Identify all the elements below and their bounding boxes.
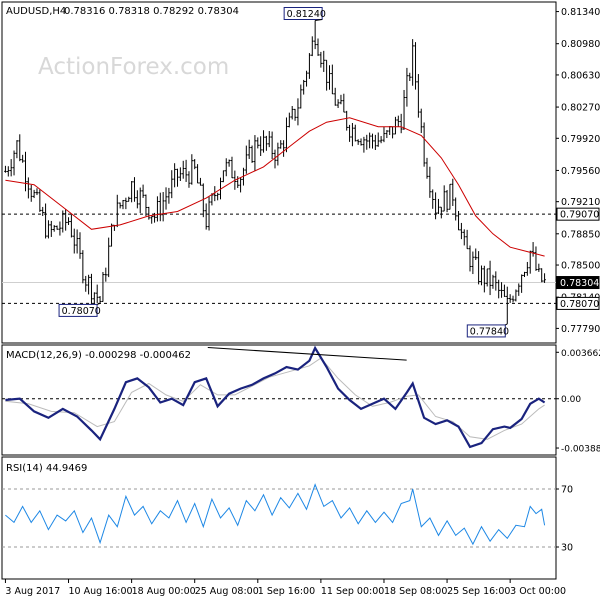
macd-axis-label: 0.00	[561, 395, 581, 405]
price-axis-label: 0.81340	[561, 7, 600, 18]
price-annotation-box	[466, 324, 506, 338]
time-axis-label: 18 Aug 00:00	[132, 586, 196, 597]
price-axis-label: 0.79920	[561, 134, 600, 145]
macd-divergence-line	[207, 347, 407, 361]
price-pane: ActionForex.com AUDUSD,H4 0.78316 0.7831…	[1, 1, 600, 344]
macd-label: MACD(12,26,9) -0.000298 -0.000462	[6, 350, 191, 361]
macd-axis-label: -0.003887	[561, 445, 600, 455]
price-header-ohlc: 0.78316 0.78318 0.78292 0.78304	[64, 6, 239, 17]
macd-pane: MACD(12,26,9) -0.000298 -0.000462 0.0036…	[1, 344, 600, 456]
price-annotation-pointer	[315, 18, 323, 21]
rsi-label: RSI(14) 44.9469	[6, 463, 87, 474]
price-annotation-label: 0.78070	[62, 306, 101, 317]
price-tag	[556, 276, 600, 290]
price-tag-label: 0.78304	[560, 278, 599, 289]
macd-pane-frame	[1, 344, 557, 456]
price-annotations: 0.81240 0.78070 0.77840	[58, 6, 509, 338]
price-annotation-box	[283, 6, 323, 20]
price-axis-label: 0.80270	[561, 103, 600, 114]
rsi-axis-label: 30	[561, 543, 573, 554]
price-annotation-pointer	[96, 302, 101, 305]
price-axis-label: 0.79210	[561, 197, 600, 208]
price-axis-label: 0.80980	[561, 39, 600, 50]
price-tag-label: 0.78070	[560, 299, 599, 310]
macd-axis-label: 0.003662	[561, 349, 600, 359]
price-axis: 0.81340 0.80980 0.80630 0.80270 0.79920 0.795…	[556, 7, 600, 335]
price-bars	[4, 20, 546, 324]
price-annotation-label: 0.81240	[287, 9, 326, 20]
moving-average-line	[5, 117, 545, 257]
price-header-symbol: AUDUSD,H4	[6, 6, 66, 17]
rsi-axis: 70 30	[556, 485, 573, 554]
price-annotation: 0.81240	[283, 6, 326, 21]
price-annotation: 0.78070	[58, 302, 101, 317]
time-axis: 3 Aug 2017 10 Aug 16:00 18 Aug 00:00 25 Aug…	[4, 579, 566, 597]
price-annotation-pointer	[505, 323, 508, 326]
time-axis-label: 11 Sep 00:00	[321, 586, 384, 597]
rsi-line	[5, 483, 546, 546]
time-axis-label: 10 Aug 16:00	[69, 586, 133, 597]
price-axis-label: 0.80630	[561, 70, 600, 81]
price-annotation-label: 0.77840	[470, 326, 509, 337]
price-axis-label: 0.77790	[561, 324, 600, 335]
price-tag	[556, 296, 600, 310]
time-axis-label: 3 Aug 2017	[5, 586, 60, 597]
time-axis-label: 18 Sep 08:00	[384, 586, 447, 597]
price-watermark: ActionForex.com	[38, 54, 229, 80]
price-annotation-box	[58, 303, 98, 317]
rsi-pane-frame	[1, 456, 557, 580]
rsi-axis-label: 70	[561, 485, 573, 496]
price-tag	[556, 207, 600, 221]
rsi-pane: RSI(14) 44.9469 70 30	[1, 456, 573, 580]
time-axis-label: 3 Oct 00:00	[510, 586, 566, 597]
price-tag-label: 0.79070	[560, 210, 599, 221]
time-axis-label: 1 Sep 16:00	[258, 586, 315, 597]
rsi-levels	[2, 488, 556, 548]
macd-axis: 0.003662 0.00 -0.003887	[556, 349, 600, 455]
price-axis-label: 0.78850	[561, 229, 600, 240]
price-axis-label: 0.79560	[561, 166, 600, 177]
time-axis-label: 25 Sep 16:00	[447, 586, 510, 597]
price-annotation: 0.77840	[466, 323, 509, 338]
macd-main-line	[5, 345, 546, 449]
price-axis-label: 0.78500	[561, 261, 600, 272]
price-pane-frame	[1, 1, 557, 344]
time-axis-label: 25 Aug 08:00	[195, 586, 259, 597]
